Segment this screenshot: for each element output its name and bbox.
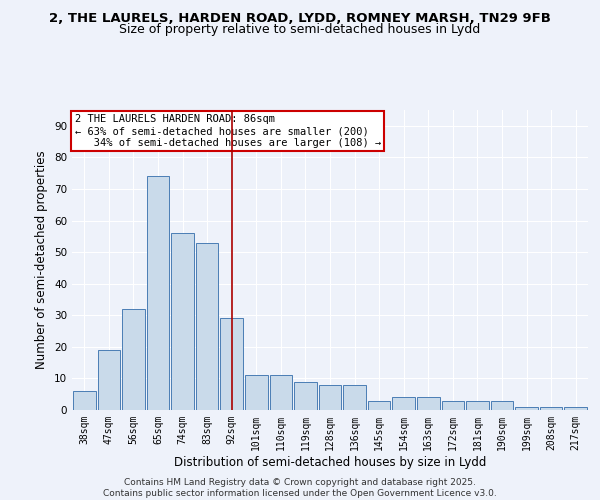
Bar — [98, 350, 120, 410]
Bar — [196, 242, 218, 410]
Bar — [565, 407, 587, 410]
Bar — [220, 318, 243, 410]
Bar — [491, 400, 514, 410]
Bar — [392, 398, 415, 410]
Bar — [368, 400, 391, 410]
Bar — [171, 233, 194, 410]
Bar — [122, 309, 145, 410]
Bar — [515, 407, 538, 410]
Bar — [146, 176, 169, 410]
Bar — [417, 398, 440, 410]
Bar — [73, 391, 95, 410]
Bar — [319, 384, 341, 410]
Bar — [269, 376, 292, 410]
Bar — [343, 384, 366, 410]
Text: Contains HM Land Registry data © Crown copyright and database right 2025.
Contai: Contains HM Land Registry data © Crown c… — [103, 478, 497, 498]
Bar — [540, 407, 562, 410]
Bar — [466, 400, 489, 410]
Bar — [442, 400, 464, 410]
X-axis label: Distribution of semi-detached houses by size in Lydd: Distribution of semi-detached houses by … — [174, 456, 486, 468]
Y-axis label: Number of semi-detached properties: Number of semi-detached properties — [35, 150, 49, 370]
Bar — [245, 376, 268, 410]
Text: Size of property relative to semi-detached houses in Lydd: Size of property relative to semi-detach… — [119, 22, 481, 36]
Bar — [294, 382, 317, 410]
Text: 2, THE LAURELS, HARDEN ROAD, LYDD, ROMNEY MARSH, TN29 9FB: 2, THE LAURELS, HARDEN ROAD, LYDD, ROMNE… — [49, 12, 551, 26]
Text: 2 THE LAURELS HARDEN ROAD: 86sqm
← 63% of semi-detached houses are smaller (200): 2 THE LAURELS HARDEN ROAD: 86sqm ← 63% o… — [74, 114, 381, 148]
